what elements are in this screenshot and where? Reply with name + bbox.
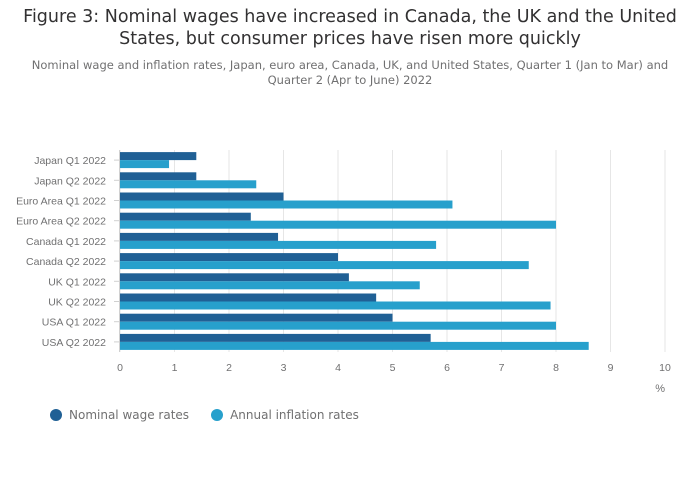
legend: Nominal wage rates Annual inflation rate… xyxy=(50,408,359,422)
y-tick-label-5: Canada Q2 2022 xyxy=(26,256,106,268)
legend-label-annual-inflation: Annual inflation rates xyxy=(230,408,359,422)
bar-annual-inflation-0: Japan Q1 2022: 0.9 xyxy=(120,160,170,169)
x-tick-label-7: 7 xyxy=(499,362,505,374)
y-tick-label-8: USA Q1 2022 xyxy=(42,317,106,329)
bar-annual-inflation-2: Euro Area Q1 2022: 6.1 xyxy=(120,200,453,209)
legend-swatch-nominal-wage xyxy=(50,409,62,421)
y-tick-label-1: Japan Q2 2022 xyxy=(34,175,106,187)
x-tick-label-6: 6 xyxy=(444,362,450,374)
bar-annual-inflation-3: Euro Area Q2 2022: 8 xyxy=(120,220,556,229)
y-tick-label-6: UK Q1 2022 xyxy=(48,276,106,288)
x-tick-label-5: 5 xyxy=(390,362,396,374)
y-tick-label-4: Canada Q1 2022 xyxy=(26,236,106,248)
y-tick-label-9: USA Q2 2022 xyxy=(42,337,106,349)
bar-nominal-wage-9: USA Q2 2022: 5.7 xyxy=(120,333,431,342)
x-tick-label-8: 8 xyxy=(553,362,559,374)
y-tick-label-0: Japan Q1 2022 xyxy=(34,155,106,167)
y-tick-label-3: Euro Area Q2 2022 xyxy=(16,216,106,228)
bar-annual-inflation-1: Japan Q2 2022: 2.5 xyxy=(120,180,257,189)
bar-nominal-wage-6: UK Q1 2022: 4.2 xyxy=(120,273,349,282)
bar-annual-inflation-9: USA Q2 2022: 8.6 xyxy=(120,341,589,350)
bar-annual-inflation-7: UK Q2 2022: 7.9 xyxy=(120,301,551,310)
bar-nominal-wage-4: Canada Q1 2022: 2.9 xyxy=(120,232,279,241)
bar-nominal-wage-1: Japan Q2 2022: 1.4 xyxy=(120,172,197,181)
x-tick-label-4: 4 xyxy=(335,362,341,374)
bar-nominal-wage-7: UK Q2 2022: 4.7 xyxy=(120,293,377,302)
x-axis-label: % xyxy=(655,383,665,395)
legend-item-nominal-wage[interactable]: Nominal wage rates xyxy=(50,408,189,422)
bar-nominal-wage-3: Euro Area Q2 2022: 2.4 xyxy=(120,212,251,221)
bar-nominal-wage-8: USA Q1 2022: 5 xyxy=(120,313,393,322)
x-tick-label-10: 10 xyxy=(659,362,671,374)
bar-nominal-wage-0: Japan Q1 2022: 1.4 xyxy=(120,152,197,161)
bar-annual-inflation-4: Canada Q1 2022: 5.8 xyxy=(120,240,437,249)
x-tick-label-1: 1 xyxy=(172,362,178,374)
bar-nominal-wage-2: Euro Area Q1 2022: 3 xyxy=(120,192,284,201)
bar-annual-inflation-6: UK Q1 2022: 5.5 xyxy=(120,281,420,290)
y-tick-label-7: UK Q2 2022 xyxy=(48,297,106,309)
bar-annual-inflation-8: USA Q1 2022: 8 xyxy=(120,321,556,330)
bar-annual-inflation-5: Canada Q2 2022: 7.5 xyxy=(120,261,529,270)
y-tick-label-2: Euro Area Q1 2022 xyxy=(16,196,106,208)
x-tick-label-2: 2 xyxy=(226,362,232,374)
bar-nominal-wage-5: Canada Q2 2022: 4 xyxy=(120,253,338,262)
legend-swatch-annual-inflation xyxy=(211,409,224,421)
legend-item-annual-inflation[interactable]: Annual inflation rates xyxy=(211,408,359,422)
x-tick-label-0: 0 xyxy=(117,362,123,374)
chart-title: Figure 3: Nominal wages have increased i… xyxy=(23,7,677,49)
x-tick-label-3: 3 xyxy=(281,362,287,374)
legend-label-nominal-wage: Nominal wage rates xyxy=(69,408,190,422)
x-tick-label-9: 9 xyxy=(608,362,614,374)
chart-subtitle: Nominal wage and inflation rates, Japan,… xyxy=(31,58,669,87)
